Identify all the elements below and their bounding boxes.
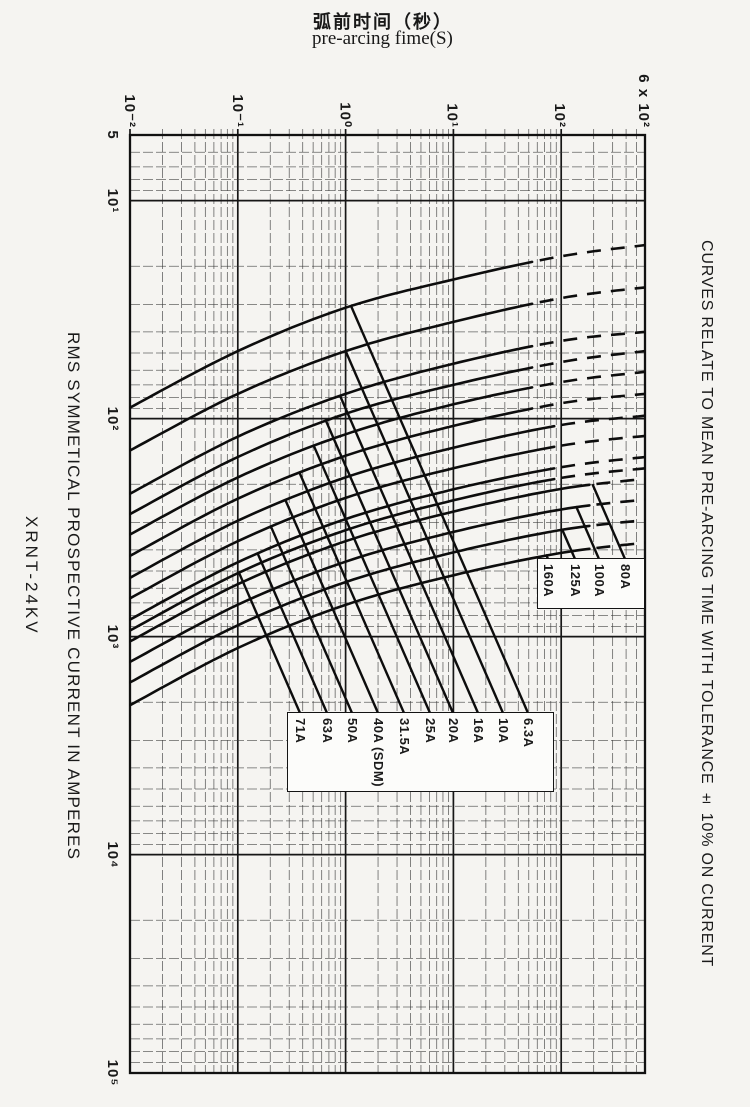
leader-line-10A [344,350,505,714]
curve-100A [129,504,591,664]
curve-dashed-71A [560,467,646,480]
curve-dashed-40A [560,414,646,427]
curve-dashed-125A [596,518,646,527]
curve-6.3A [129,260,534,409]
leader-line-6.3A [349,305,530,714]
plot-frame [128,133,647,1075]
leader-line-71A [237,571,302,714]
leader-line-40A [283,498,380,714]
leader-line-50A [269,525,354,714]
curve-16A [129,344,534,495]
curve-dashed-63A [560,455,646,469]
curve-dashed-6.3A [539,243,646,262]
curve-dashed-160A [596,541,646,550]
curve-dashed-25A [539,370,646,388]
leader-line-20A [324,419,455,714]
curve-125A [129,524,591,684]
curve-dashed-80A [596,477,646,486]
leader-line-25A [312,444,432,714]
curve-10A [129,302,534,452]
curve-dashed-31.5A [539,392,646,409]
leader-line-125A [560,528,577,560]
curve-63A [129,467,556,621]
curve-dashed-20A [539,349,646,368]
curve-dashed-16A [539,330,646,346]
curve-31.5A [129,407,534,558]
curve-80A [129,483,591,643]
leader-line-63A [256,552,329,714]
curve-25A [129,386,534,536]
curve-dashed-50A [560,434,646,447]
curve-dashed-10A [539,286,646,304]
curve-71A [129,477,556,632]
leader-line-16A [338,395,480,714]
curve-20A [129,366,534,516]
curve-160A [129,547,591,707]
curve-50A [129,445,556,600]
leader-line-80A [591,483,627,560]
leader-line-31.5A [297,471,406,714]
curve-40A [129,424,556,580]
leader-line-100A [574,505,601,560]
curve-dashed-100A [596,498,646,506]
